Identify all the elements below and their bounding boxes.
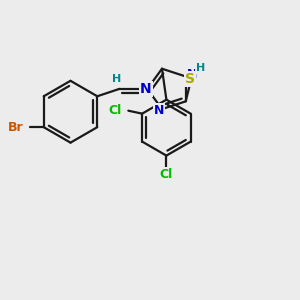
Text: H: H — [112, 74, 121, 84]
Text: Br: Br — [8, 121, 23, 134]
Text: N: N — [187, 68, 197, 82]
Text: H: H — [196, 63, 205, 73]
Text: N: N — [154, 104, 164, 117]
Text: N: N — [140, 82, 152, 96]
Text: Cl: Cl — [160, 168, 173, 181]
Text: S: S — [185, 72, 195, 86]
Text: Cl: Cl — [108, 104, 122, 117]
